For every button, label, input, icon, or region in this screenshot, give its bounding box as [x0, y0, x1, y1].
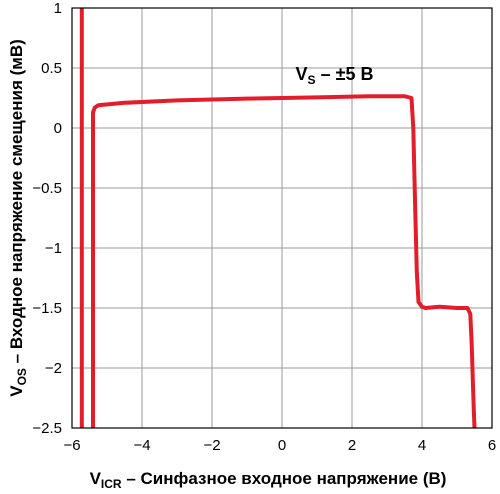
- y-tick-label-5: −1.5: [32, 300, 62, 317]
- y-axis-title-rest: – Входное напряжение смещения (мВ): [7, 39, 26, 368]
- y-tick-label-3: −0.5: [32, 180, 62, 197]
- x-axis-title-rest: – Синфазное входное напряжение (В): [122, 469, 447, 488]
- series-line-1: [91, 94, 477, 429]
- grid-lines: [71, 7, 493, 429]
- x-tick-label-0: −6: [63, 437, 80, 454]
- x-tick-label-3: 0: [278, 437, 286, 454]
- x-tick-labels: −6 −4 −2 0 2 4 6: [63, 437, 496, 454]
- x-tick-label-1: −4: [133, 437, 150, 454]
- annotation-main: V: [296, 64, 308, 84]
- x-axis-title: VICR – Синфазное входное напряжение (В): [90, 469, 447, 491]
- x-tick-label-4: 2: [348, 437, 356, 454]
- y-tick-label-4: −1: [45, 240, 62, 257]
- annotation-sub: S: [308, 73, 316, 87]
- x-tick-label-5: 4: [418, 437, 426, 454]
- x-axis-title-main: V: [90, 469, 102, 488]
- y-axis-title-sub: OS: [15, 368, 29, 385]
- x-tick-label-2: −2: [203, 437, 220, 454]
- annotation-rest: – ±5 В: [316, 64, 374, 84]
- series-lines: [79, 8, 477, 429]
- y-tick-label-0: 1: [54, 0, 62, 17]
- y-tick-labels: 1 0.5 0 −0.5 −1 −1.5 −2 −2.5: [32, 0, 62, 437]
- y-tick-label-1: 0.5: [41, 60, 62, 77]
- y-tick-label-2: 0: [54, 120, 62, 137]
- y-tick-label-6: −2: [45, 360, 62, 377]
- x-axis-title-sub: ICR: [101, 477, 122, 491]
- y-tick-label-7: −2.5: [32, 420, 62, 437]
- plot-frame: [71, 7, 493, 429]
- annotation: VS – ±5 В: [296, 64, 374, 87]
- y-axis-title-main: V: [7, 385, 26, 397]
- x-tick-label-6: 6: [488, 437, 496, 454]
- y-axis-title: VOS – Входное напряжение смещения (мВ): [7, 39, 29, 397]
